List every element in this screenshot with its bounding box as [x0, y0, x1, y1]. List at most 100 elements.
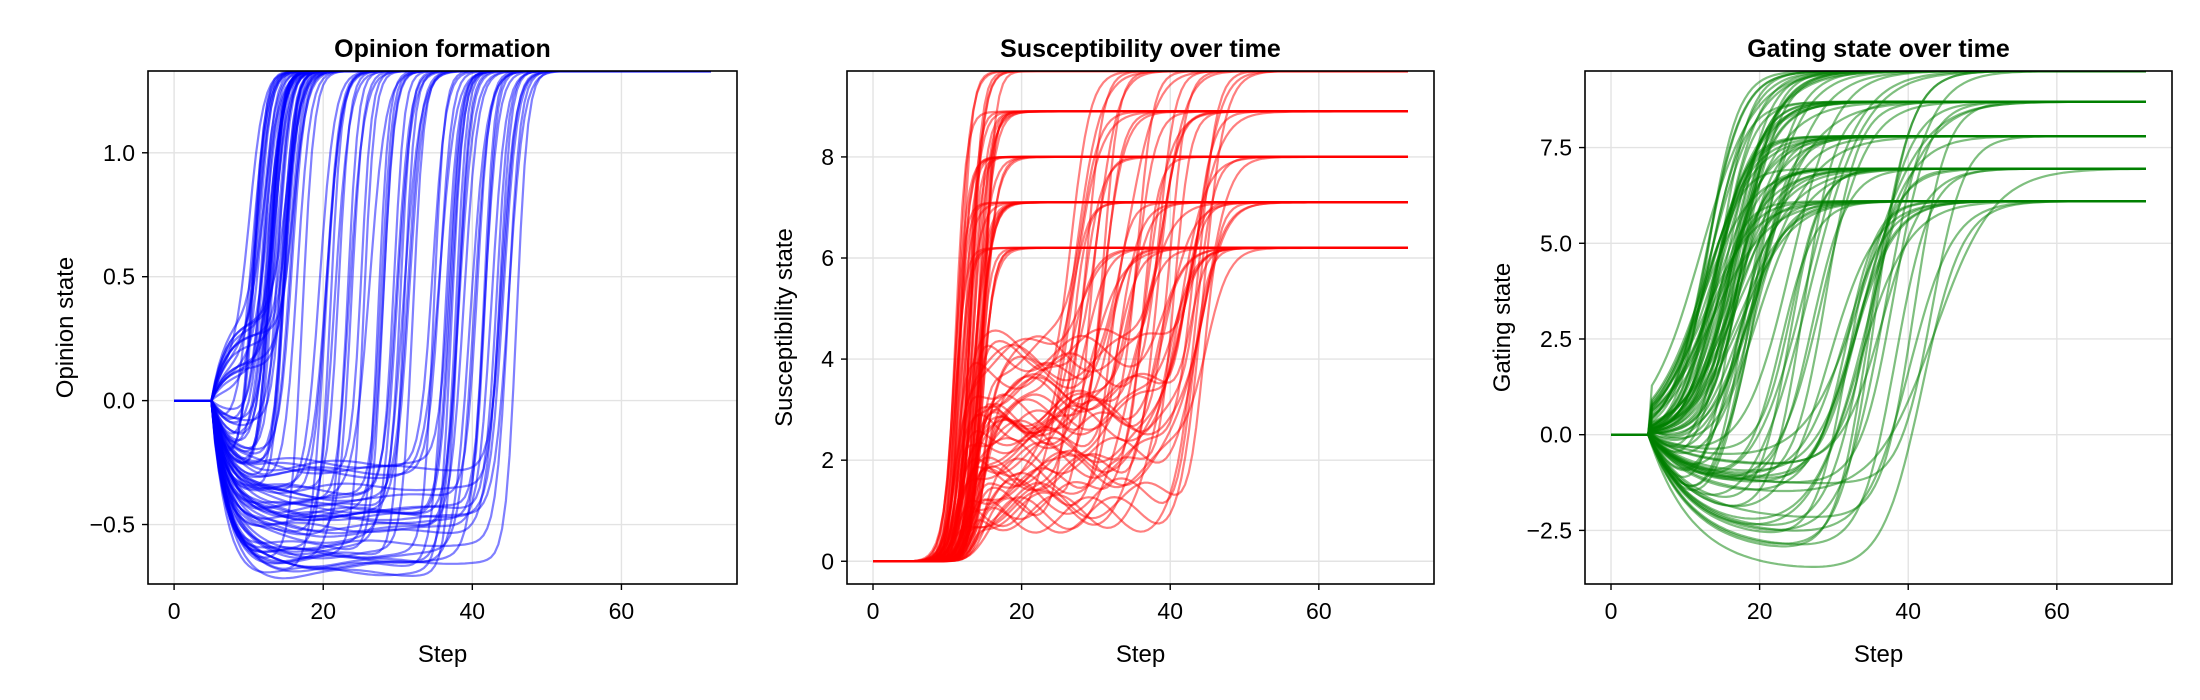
series-line	[873, 71, 1408, 563]
series-group	[873, 71, 1408, 563]
chart-title: Gating state over time	[1747, 35, 2010, 63]
series-line	[174, 71, 711, 478]
plot-frame	[1584, 70, 2173, 585]
series-line	[174, 71, 711, 492]
x-tick-label: 60	[1306, 598, 1332, 624]
series-line	[1611, 100, 2146, 520]
y-axis-label: Gating state	[1489, 263, 1516, 392]
chart-title: Opinion formation	[334, 35, 551, 63]
y-tick-label: 6	[821, 245, 834, 271]
series-line	[174, 71, 711, 460]
series-line	[174, 71, 711, 402]
series-line	[174, 71, 711, 535]
series-line	[174, 71, 711, 402]
x-tick-label: 0	[1605, 598, 1618, 624]
x-tick-label: 60	[609, 598, 635, 624]
x-tick-label: 0	[867, 598, 880, 624]
x-tick-label: 20	[1009, 598, 1035, 624]
y-tick-label: 5.0	[1540, 230, 1572, 256]
series-line	[1611, 167, 2146, 493]
series-line	[174, 71, 711, 402]
series-line	[174, 71, 711, 416]
series-line	[174, 71, 711, 580]
series-line	[174, 71, 711, 476]
y-axis-label: Opinion state	[52, 257, 79, 398]
series-line	[174, 71, 711, 476]
y-tick-label: 0.0	[103, 388, 135, 414]
y-tick-label: 1.0	[103, 140, 135, 166]
series-line	[1611, 167, 2146, 436]
series-line	[174, 71, 711, 505]
series-line	[1611, 71, 2146, 448]
series-line	[1611, 71, 2146, 436]
series-line	[873, 71, 1408, 563]
series-line	[873, 110, 1408, 563]
series-line	[174, 71, 711, 577]
series-line	[174, 71, 711, 565]
x-tick-label: 60	[2044, 598, 2070, 624]
series-line	[174, 71, 711, 533]
x-tick-label: 40	[460, 598, 486, 624]
series-line	[174, 71, 711, 472]
x-axis-label: Step	[1116, 641, 1165, 668]
series-line	[1611, 135, 2146, 487]
series-line	[1611, 71, 2146, 449]
series-line	[174, 71, 711, 402]
x-tick-label: 0	[168, 598, 181, 624]
y-tick-label: −2.5	[1527, 517, 1572, 543]
series-line	[174, 71, 711, 559]
series-line	[174, 71, 711, 464]
series-line	[1611, 135, 2146, 472]
series-line	[174, 71, 711, 538]
series-group	[174, 71, 711, 580]
x-axis-label: Step	[418, 641, 467, 668]
series-line	[1611, 71, 2146, 436]
y-tick-label: 0	[821, 548, 834, 574]
x-tick-label: 40	[1895, 598, 1921, 624]
series-line	[174, 71, 711, 402]
y-tick-label: 7.5	[1540, 135, 1572, 161]
x-axis-label: Step	[1854, 641, 1903, 668]
y-tick-label: 0.0	[1540, 422, 1572, 448]
x-tick-label: 40	[1157, 598, 1183, 624]
series-line	[174, 71, 711, 450]
x-tick-label: 20	[310, 598, 336, 624]
series-line	[174, 71, 711, 560]
series-line	[174, 71, 711, 455]
y-tick-label: 4	[821, 346, 834, 372]
plot-frame	[846, 70, 1435, 585]
y-tick-label: 2.5	[1540, 326, 1572, 352]
series-line	[174, 71, 711, 411]
panel-opinion-formation: 0 20 40 60 −0.5 0.0 0.5 1.0 Opinion formation Ste…	[52, 35, 738, 668]
series-line	[174, 71, 711, 422]
series-line	[174, 71, 711, 568]
series-line	[174, 71, 711, 573]
panel-susceptibility: 0 20 40 60 0 2 4 6 8 Susceptibility over time Step…	[771, 35, 1435, 668]
plot-frame	[147, 70, 738, 585]
series-line	[174, 71, 711, 402]
series-line	[873, 201, 1408, 563]
series-line	[174, 71, 711, 402]
series-line	[174, 71, 711, 486]
series-group	[1611, 71, 2146, 568]
series-line	[174, 71, 711, 475]
series-line	[873, 71, 1408, 563]
series-line	[873, 71, 1408, 563]
y-tick-label: 8	[821, 144, 834, 170]
series-line	[174, 71, 711, 464]
series-line	[174, 71, 711, 452]
series-line	[174, 71, 711, 514]
series-line	[174, 71, 711, 491]
series-line	[174, 71, 711, 435]
y-tick-label: −0.5	[90, 512, 135, 538]
series-line	[174, 71, 711, 532]
series-line	[174, 71, 711, 518]
series-line	[873, 71, 1408, 563]
series-line	[174, 71, 711, 402]
series-line	[873, 71, 1408, 563]
series-line	[1611, 200, 2146, 526]
panel-gating-state: 0 20 40 60 −2.5 0.0 2.5 5.0 7.5 Gating state over…	[1489, 35, 2173, 668]
chart-title: Susceptibility over time	[1000, 35, 1281, 63]
y-tick-label: 2	[821, 447, 834, 473]
